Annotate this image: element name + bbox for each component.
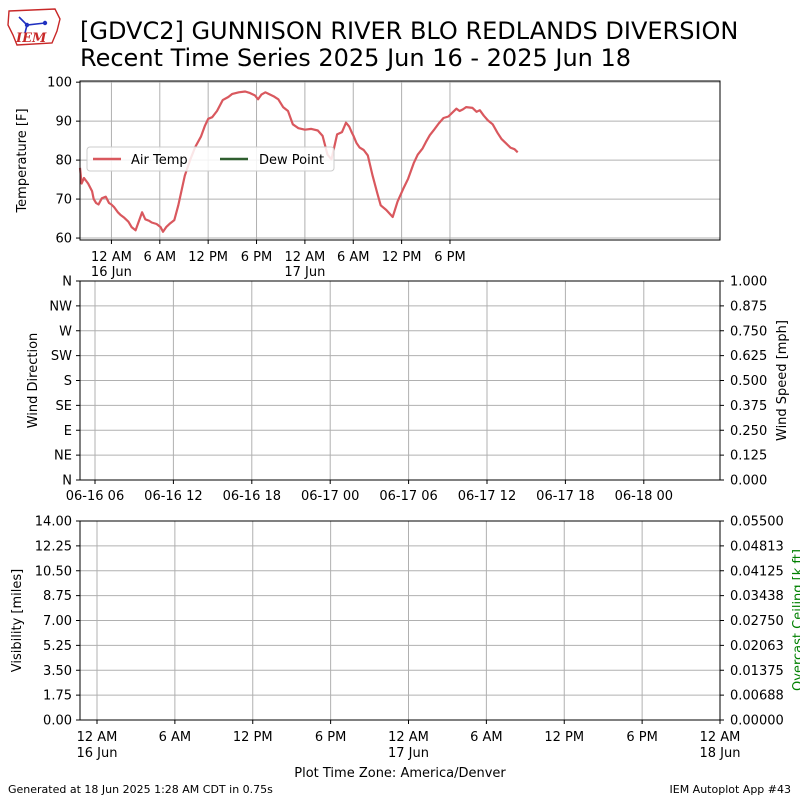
visibility-x-tick-label: 6 AM — [470, 730, 503, 745]
wind-x-tick-label: 06-17 00 — [301, 489, 359, 504]
wind-direction-tick-label: N — [62, 474, 72, 489]
wind-direction-tick-label: S — [64, 374, 72, 389]
wind-speed-tick-label: 1.000 — [730, 275, 767, 290]
wind-speed-axis-label: Wind Speed [mph] — [775, 320, 790, 441]
visibility-x-tick-sublabel: 16 Jun — [77, 746, 118, 761]
wind-speed-tick-label: 0.375 — [730, 399, 767, 414]
ceiling-tick-label: 0.02750 — [730, 614, 784, 629]
visibility-tick-label: 14.00 — [35, 515, 72, 530]
visibility-x-tick-label: 12 AM — [388, 730, 429, 745]
wind-speed-tick-label: 0.000 — [730, 474, 767, 489]
temp-x-tick-label: 12 AM — [284, 250, 325, 265]
wind-direction-tick-label: E — [64, 424, 72, 439]
temp-legend-box — [86, 146, 335, 172]
visibility-x-tick-sublabel: 18 Jun — [700, 746, 741, 761]
wind-direction-tick-label: NW — [49, 299, 72, 314]
visibility-tick-label: 0.00 — [43, 714, 72, 729]
temp-x-tick-label: 6 AM — [144, 250, 177, 265]
wind-direction-tick-label: W — [59, 324, 72, 339]
temp-x-tick-sublabel: 17 Jun — [284, 265, 325, 280]
ceiling-tick-label: 0.01375 — [730, 664, 784, 679]
temp-x-tick-label: 6 PM — [434, 250, 465, 265]
temp-y-tick-label: 60 — [55, 232, 72, 247]
visibility-x-tick-label: 12 PM — [544, 730, 584, 745]
temp-x-tick-sublabel: 16 Jun — [91, 265, 132, 280]
visibility-tick-label: 1.75 — [43, 689, 72, 704]
visibility-x-tick-label: 6 PM — [626, 730, 657, 745]
wind-x-tick-label: 06-17 06 — [379, 489, 437, 504]
visibility-tick-label: 5.25 — [43, 639, 72, 654]
legend-air-temp-label: Air Temp — [131, 153, 188, 168]
iem-logo: IEM — [5, 5, 63, 51]
temp-x-tick-label: 6 AM — [337, 250, 370, 265]
visibility-x-tick-sublabel: 17 Jun — [388, 746, 429, 761]
ceiling-tick-label: 0.05500 — [730, 515, 784, 530]
chart-title: [GDVC2] GUNNISON RIVER BLO REDLANDS DIVE… — [80, 17, 739, 45]
wind-x-tick-label: 06-18 00 — [615, 489, 673, 504]
ceiling-tick-label: 0.04813 — [730, 539, 784, 554]
legend-dew-point-label: Dew Point — [259, 153, 324, 168]
visibility-tick-label: 8.75 — [43, 589, 72, 604]
ceiling-tick-label: 0.00688 — [730, 689, 784, 704]
visibility-tick-label: 3.50 — [43, 664, 72, 679]
wind-direction-tick-label: N — [62, 275, 72, 290]
temp-y-tick-label: 80 — [55, 154, 72, 169]
visibility-tick-label: 10.50 — [35, 564, 72, 579]
generated-footer: Generated at 18 Jun 2025 1:28 AM CDT in … — [8, 783, 273, 796]
visibility-x-tick-label: 6 AM — [159, 730, 192, 745]
wind-x-tick-label: 06-16 06 — [66, 489, 124, 504]
wind-x-tick-label: 06-16 12 — [144, 489, 202, 504]
air-temp-line — [78, 90, 519, 233]
visibility-x-tick-label: 12 PM — [233, 730, 273, 745]
temp-x-tick-label: 6 PM — [241, 250, 272, 265]
wind-speed-tick-label: 0.500 — [730, 374, 767, 389]
ceiling-axis-label: Overcast Ceiling [k ft] — [791, 549, 800, 691]
wind-x-tick-label: 06-16 18 — [223, 489, 281, 504]
ceiling-tick-label: 0.02063 — [730, 639, 784, 654]
wind-direction-axis-label: Wind Direction — [26, 333, 41, 429]
visibility-x-tick-label: 12 AM — [700, 730, 741, 745]
app-footer: IEM Autoplot App #43 — [669, 783, 792, 796]
visibility-tick-label: 7.00 — [43, 614, 72, 629]
wind-speed-tick-label: 0.875 — [730, 299, 767, 314]
ceiling-tick-label: 0.03438 — [730, 589, 784, 604]
wind-speed-tick-label: 0.125 — [730, 449, 767, 464]
temp-y-tick-label: 90 — [55, 115, 72, 130]
logo-text: IEM — [16, 31, 47, 46]
wind-speed-tick-label: 0.250 — [730, 424, 767, 439]
temp-y-axis-label: Temperature [F] — [15, 108, 30, 213]
wind-x-tick-label: 06-17 18 — [536, 489, 594, 504]
wind-direction-tick-label: SW — [51, 349, 72, 364]
visibility-tick-label: 12.25 — [35, 539, 72, 554]
wind-speed-tick-label: 0.625 — [730, 349, 767, 364]
ceiling-tick-label: 0.04125 — [730, 564, 784, 579]
visibility-x-tick-label: 6 PM — [315, 730, 346, 745]
chart-subtitle: Recent Time Series 2025 Jun 16 - 2025 Ju… — [80, 44, 632, 72]
wind-x-tick-label: 06-17 12 — [458, 489, 516, 504]
temp-x-tick-label: 12 AM — [91, 250, 132, 265]
visibility-x-tick-label: 12 AM — [77, 730, 118, 745]
wind-direction-tick-label: SE — [56, 399, 72, 414]
wind-direction-tick-label: NE — [54, 449, 72, 464]
temp-x-tick-label: 12 PM — [188, 250, 228, 265]
visibility-axis-label: Visibility [miles] — [10, 569, 25, 672]
ceiling-tick-label: 0.00000 — [730, 714, 784, 729]
temp-x-tick-label: 12 PM — [382, 250, 422, 265]
iowa-map-icon — [7, 8, 61, 46]
temp-y-tick-label: 70 — [55, 193, 72, 208]
timezone-label: Plot Time Zone: America/Denver — [294, 766, 506, 781]
temp-y-tick-label: 100 — [47, 76, 72, 91]
wind-speed-tick-label: 0.750 — [730, 324, 767, 339]
